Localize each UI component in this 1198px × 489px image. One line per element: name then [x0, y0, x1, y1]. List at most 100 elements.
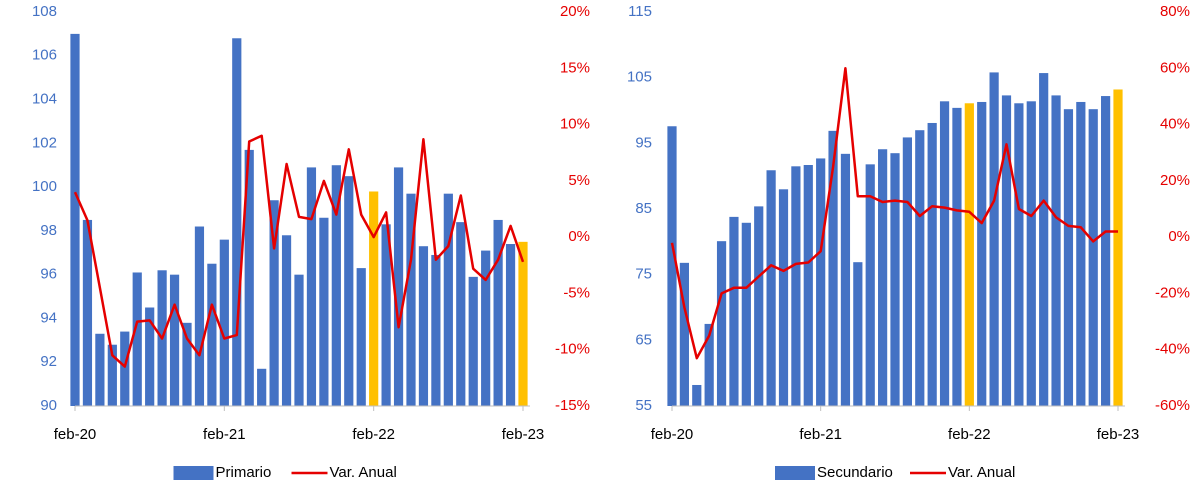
y-tick-label: 115: [628, 3, 652, 20]
bar: [443, 193, 453, 406]
y-tick-label: 104: [32, 91, 57, 108]
y-tick-label: 92: [40, 353, 57, 370]
bar: [964, 103, 974, 406]
legend-swatch: [775, 466, 815, 480]
x-tick-label: feb-21: [203, 426, 246, 443]
bar: [207, 263, 217, 406]
x-tick-label: feb-23: [502, 426, 545, 443]
chart: 55 65 75 85 95 105 115 -60% -40% -20% 0% 20% 40% 60% 8…: [627, 3, 1190, 481]
y2-tick-label: 15%: [560, 59, 590, 76]
bar: [791, 166, 801, 406]
bar: [431, 254, 441, 406]
x-tick-label: feb-21: [799, 426, 842, 443]
y2-tick-label: 20%: [560, 3, 590, 20]
y-tick-label: 106: [32, 47, 57, 64]
bar: [1076, 101, 1086, 407]
bar: [82, 219, 93, 406]
bar: [70, 33, 80, 407]
x-tick-label: feb-22: [948, 426, 991, 443]
y2-tick-label: 0%: [568, 228, 590, 245]
bar: [356, 268, 366, 406]
y2-tick-label: 10%: [560, 116, 590, 133]
bar: [381, 224, 391, 406]
bar: [169, 274, 180, 406]
y-tick-label: 55: [635, 397, 652, 414]
bar: [778, 189, 789, 406]
bar: [493, 219, 503, 406]
bar: [232, 38, 242, 407]
y-tick-label: 105: [627, 69, 652, 86]
bar: [344, 176, 354, 406]
legend-label: Var. Anual: [948, 464, 1015, 481]
bar: [244, 149, 254, 406]
y2-tick-label: -10%: [555, 341, 590, 358]
bar: [331, 165, 341, 406]
bar: [704, 323, 714, 406]
bar: [1026, 101, 1036, 406]
x-tick-label: feb-22: [352, 426, 395, 443]
bar: [518, 241, 528, 406]
y2-tick-label: -20%: [1155, 284, 1190, 301]
bar: [219, 239, 229, 406]
bar: [679, 262, 689, 406]
bar: [741, 222, 751, 406]
bar: [481, 250, 491, 406]
x-tick-label: feb-23: [1097, 426, 1140, 443]
bar: [716, 241, 727, 406]
x-tick-label: feb-20: [54, 426, 97, 443]
line: [670, 67, 1118, 360]
bar: [107, 344, 117, 406]
bar: [120, 331, 130, 406]
chart: 90 92 94 96 98 100 102 104 106 108 -15% -10% -5% 0% 5%…: [32, 3, 590, 481]
y2-tick-label: 40%: [1160, 116, 1190, 133]
y-tick-label: 98: [40, 222, 57, 239]
bar: [816, 158, 826, 406]
y2-tick-label: -40%: [1155, 341, 1190, 358]
bar: [1101, 96, 1111, 406]
bar: [281, 235, 292, 406]
y2-tick-label: 60%: [1160, 59, 1190, 76]
bar: [853, 262, 863, 406]
bar: [729, 216, 739, 406]
bar: [1051, 95, 1061, 406]
bar: [1039, 73, 1049, 406]
bar: [418, 246, 429, 406]
bar: [132, 272, 142, 406]
y-tick-label: 90: [40, 397, 57, 414]
y2-tick-label: 0%: [1168, 228, 1190, 245]
bar: [803, 165, 813, 406]
bar: [319, 217, 329, 406]
y2-tick-label: -15%: [555, 397, 590, 414]
bar: [95, 333, 105, 406]
bar: [1014, 103, 1024, 406]
bar: [269, 200, 279, 406]
legend: Secundario Var. Anual: [775, 464, 1015, 481]
bar: [667, 126, 677, 406]
bar: [468, 276, 478, 406]
bar: [145, 307, 155, 406]
bar: [1063, 109, 1074, 406]
y2-tick-label: 20%: [1160, 172, 1190, 189]
bar: [505, 244, 516, 406]
legend-label: Var. Anual: [330, 464, 397, 481]
y2-tick-label: -60%: [1155, 397, 1190, 414]
y-tick-label: 65: [635, 331, 652, 348]
bar: [1001, 95, 1012, 406]
bar: [182, 322, 192, 406]
bar: [1113, 89, 1123, 406]
bar: [257, 368, 267, 406]
bar: [1088, 109, 1098, 406]
bar: [406, 193, 416, 406]
y2-tick-label: 80%: [1160, 3, 1190, 20]
bar: [294, 274, 304, 406]
legend-label: Secundario: [817, 464, 893, 481]
bar: [902, 137, 912, 406]
bar: [989, 72, 999, 406]
y-tick-label: 102: [32, 134, 57, 151]
y2-tick-label: -5%: [563, 284, 590, 301]
bar: [890, 153, 900, 406]
bar: [754, 206, 764, 406]
y-tick-label: 75: [635, 266, 652, 283]
y-tick-label: 85: [635, 200, 652, 217]
legend-swatch: [173, 466, 214, 480]
